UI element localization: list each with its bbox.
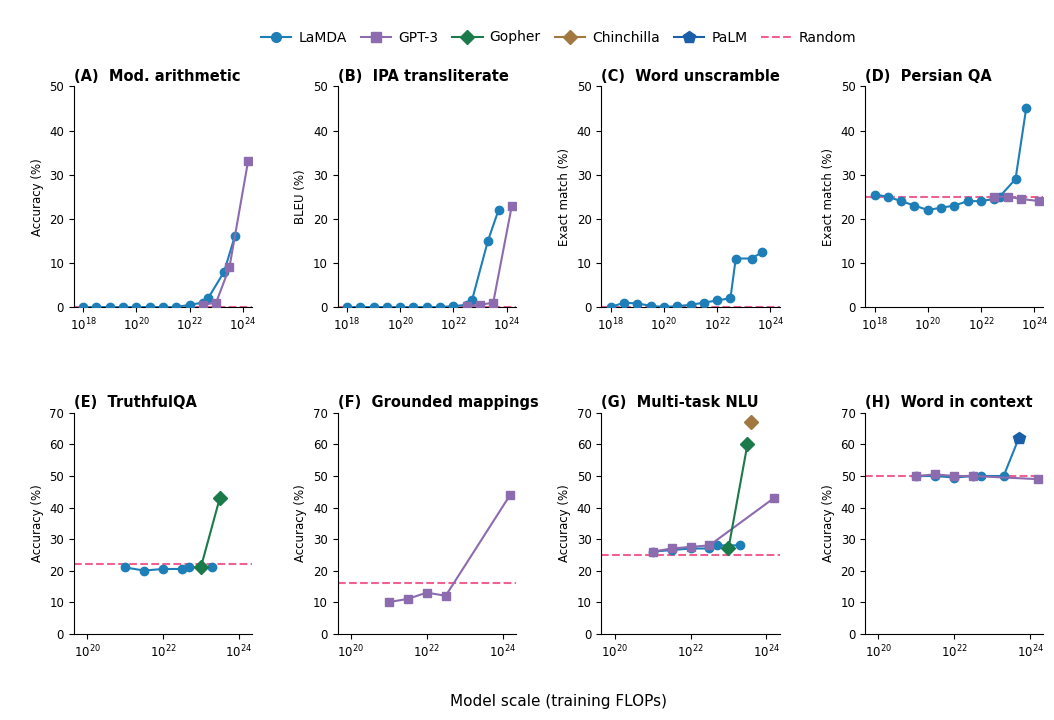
Y-axis label: Accuracy (%): Accuracy (%) [559, 485, 571, 562]
Y-axis label: Accuracy (%): Accuracy (%) [31, 158, 43, 235]
Text: Model scale (training FLOPs): Model scale (training FLOPs) [450, 693, 667, 708]
Text: (G)  Multi-task NLU: (G) Multi-task NLU [602, 395, 759, 410]
Y-axis label: Accuracy (%): Accuracy (%) [822, 485, 835, 562]
Text: (B)  IPA transliterate: (B) IPA transliterate [337, 69, 508, 84]
Text: (D)  Persian QA: (D) Persian QA [865, 69, 992, 84]
Text: (E)  TruthfulQA: (E) TruthfulQA [74, 395, 197, 410]
Y-axis label: Accuracy (%): Accuracy (%) [31, 485, 43, 562]
Text: (C)  Word unscramble: (C) Word unscramble [602, 69, 780, 84]
Y-axis label: Accuracy (%): Accuracy (%) [294, 485, 308, 562]
Text: (A)  Mod. arithmetic: (A) Mod. arithmetic [74, 69, 240, 84]
Y-axis label: Exact match (%): Exact match (%) [559, 148, 571, 246]
Text: (H)  Word in context: (H) Word in context [865, 395, 1033, 410]
Y-axis label: Exact match (%): Exact match (%) [822, 148, 835, 246]
Legend: LaMDA, GPT-3, Gopher, Chinchilla, PaLM, Random: LaMDA, GPT-3, Gopher, Chinchilla, PaLM, … [255, 25, 862, 50]
Text: (F)  Grounded mappings: (F) Grounded mappings [337, 395, 539, 410]
Y-axis label: BLEU (%): BLEU (%) [294, 169, 308, 224]
